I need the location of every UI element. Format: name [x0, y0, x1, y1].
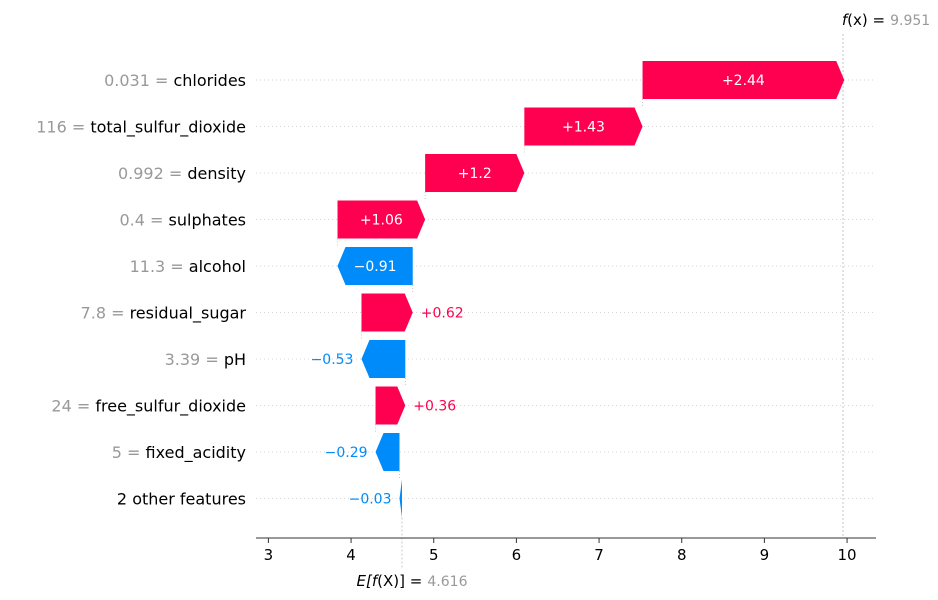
- equals-sign: =: [67, 118, 91, 137]
- base-label-inner: (X): [377, 572, 399, 590]
- x-tick-label: 5: [429, 546, 439, 564]
- x-tick-label: 10: [838, 546, 857, 564]
- contribution-label: +1.2: [458, 166, 492, 182]
- equals-sign: =: [106, 304, 130, 323]
- feature-value: 0.992: [118, 164, 164, 183]
- feature-value: 3.39: [165, 350, 201, 369]
- feature-label: 11.3 = alcohol: [130, 257, 246, 276]
- feature-value: 0.4: [119, 211, 144, 230]
- base-label-suffix: ] =: [399, 572, 422, 590]
- contribution-label: −0.29: [325, 445, 368, 461]
- x-tick-label: 3: [264, 546, 274, 564]
- waterfall-bar: [642, 61, 845, 99]
- final-label-func: f: [842, 11, 850, 29]
- feature-label: 0.4 = sulphates: [119, 211, 246, 230]
- feature-label: 2 other features: [117, 490, 246, 509]
- feature-value: 116: [36, 118, 67, 137]
- feature-label: 24 = free_sulfur_dioxide: [51, 397, 246, 417]
- contribution-label: +1.43: [562, 120, 605, 136]
- feature-label: 3.39 = pH: [165, 350, 246, 369]
- feature-value: 7.8: [81, 304, 106, 323]
- base-value-number: 4.616: [427, 574, 467, 590]
- waterfall-bar: [375, 386, 406, 425]
- contribution-label: +2.44: [722, 73, 765, 89]
- feature-value: 0.031: [104, 71, 150, 90]
- waterfall-bar: [337, 200, 426, 239]
- equals-sign: =: [200, 350, 224, 369]
- feature-value: 11.3: [130, 257, 166, 276]
- x-tick-label: 9: [760, 546, 770, 564]
- feature-label: 116 = total_sulfur_dioxide: [36, 118, 246, 138]
- feature-name: fixed_acidity: [146, 443, 246, 463]
- feature-value: 5: [112, 443, 122, 462]
- feature-name: 2 other features: [117, 490, 246, 509]
- final-value-number: 9.951: [890, 13, 930, 29]
- contribution-label: −0.91: [354, 259, 397, 275]
- equals-sign: =: [145, 211, 169, 230]
- contribution-label: +1.06: [360, 213, 403, 229]
- waterfall-bar: [524, 107, 643, 146]
- feature-name: sulphates: [169, 211, 246, 230]
- x-tick-label: 6: [512, 546, 522, 564]
- x-tick-label: 8: [677, 546, 687, 564]
- feature-name: pH: [224, 350, 246, 369]
- waterfall-bar: [425, 154, 525, 192]
- equals-sign: =: [164, 164, 188, 183]
- feature-value: 24: [51, 397, 71, 416]
- waterfall-bar: [399, 479, 402, 518]
- feature-label: 0.031 = chlorides: [104, 71, 246, 90]
- waterfall-bar: [361, 293, 413, 332]
- feature-name: free_sulfur_dioxide: [95, 397, 246, 417]
- x-tick-label: 4: [346, 546, 356, 564]
- feature-label: 0.992 = density: [118, 164, 246, 183]
- contribution-label: +0.62: [421, 306, 464, 322]
- waterfall-bar: [361, 340, 406, 378]
- contribution-label: −0.03: [349, 492, 392, 508]
- contribution-label: +0.36: [413, 399, 456, 415]
- equals-sign: =: [150, 71, 174, 90]
- final-label-inner: (x): [847, 11, 868, 29]
- waterfall-bar: [375, 433, 400, 471]
- base-value-annotation: E[f(X)] = 4.616: [356, 571, 467, 590]
- final-label-suffix: =: [868, 11, 885, 29]
- x-tick-label: 7: [594, 546, 604, 564]
- feature-label: 7.8 = residual_sugar: [81, 304, 247, 324]
- final-value-annotation: f(x) = 9.951: [842, 10, 930, 29]
- base-label-func: f: [372, 572, 380, 590]
- equals-sign: =: [165, 257, 189, 276]
- feature-name: total_sulfur_dioxide: [90, 118, 246, 138]
- equals-sign: =: [72, 397, 96, 416]
- contribution-label: −0.53: [311, 352, 354, 368]
- base-label-prefix: E[: [356, 572, 372, 590]
- feature-name: density: [187, 164, 246, 183]
- feature-name: alcohol: [189, 257, 246, 276]
- feature-label: 5 = fixed_acidity: [112, 443, 246, 463]
- feature-name: residual_sugar: [130, 304, 247, 324]
- waterfall-bar: [337, 247, 413, 285]
- equals-sign: =: [122, 443, 146, 462]
- feature-name: chlorides: [173, 71, 246, 90]
